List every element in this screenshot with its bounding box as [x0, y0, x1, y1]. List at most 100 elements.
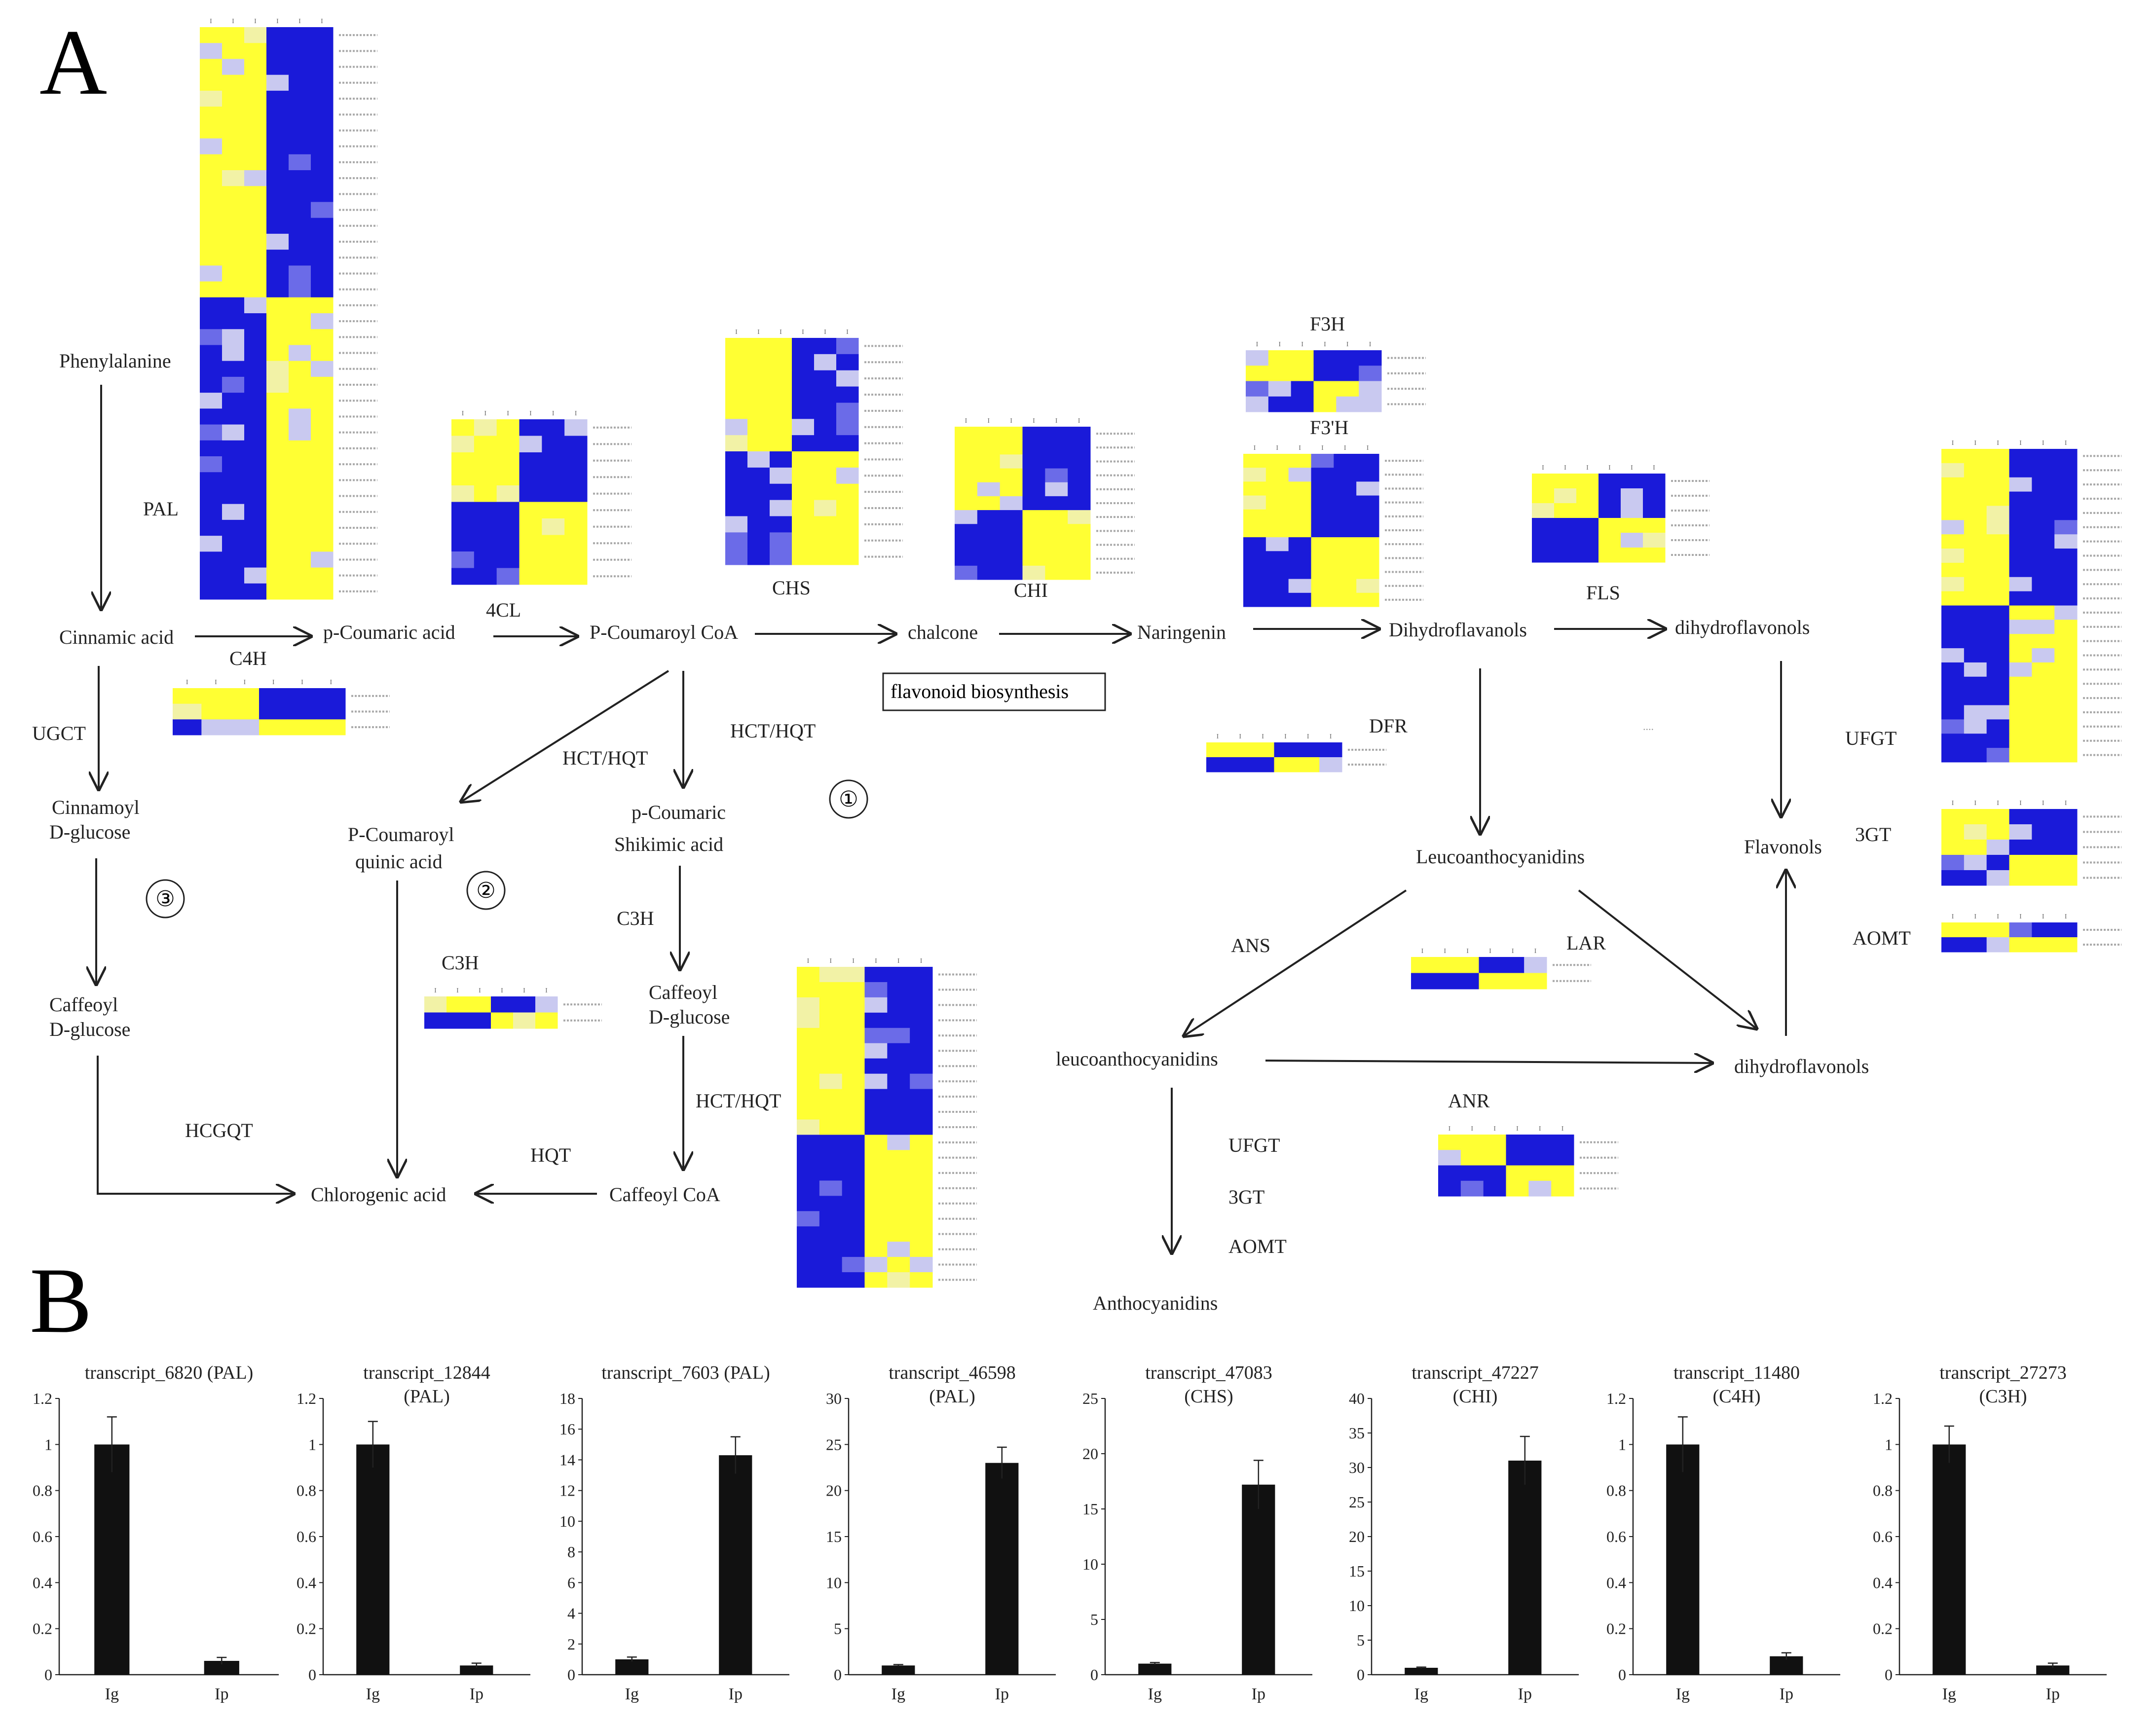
- heatmap-cell: [266, 90, 289, 107]
- heatmap-cell: [864, 1165, 888, 1181]
- heatmap-cell: [887, 1272, 910, 1288]
- heatmap-cell: [2054, 520, 2078, 535]
- heatmap-cell: [200, 265, 223, 282]
- heatmap-cell: [1022, 538, 1045, 552]
- heatmap-cell: [725, 419, 748, 436]
- bar-chart-5: 0 5 10 15 20 25 transcript_47083 (CHS) Ig Ip: [1082, 1362, 1312, 1703]
- x-tick-label: Ip: [1252, 1685, 1265, 1703]
- heatmap-cell: [1964, 520, 1987, 535]
- heatmap-cell: [200, 456, 223, 473]
- heatmap-cell: [311, 488, 334, 505]
- heatmap-cell: [1941, 662, 1965, 677]
- heatmap-cell: [842, 1196, 865, 1211]
- enzyme-hct-hqt-3: HCT/HQT: [696, 1090, 781, 1112]
- heatmap-cell: [535, 996, 558, 1013]
- heatmap-cell: [842, 1089, 865, 1105]
- heatmap-cell: [201, 688, 231, 704]
- heatmap-cell: [1336, 366, 1359, 381]
- heatmap-cell: [474, 535, 497, 552]
- heatmap-col-label: I: [1055, 417, 1058, 425]
- heatmap-cell: [1000, 440, 1023, 455]
- heatmap-cell: [814, 435, 837, 452]
- heatmap-cell: [1964, 634, 1987, 649]
- heatmap-cell: [200, 138, 223, 155]
- heatmap-cell: [1274, 742, 1297, 758]
- heatmap-cell: [1288, 509, 1311, 524]
- heatmap-cell: [1334, 495, 1357, 510]
- heatmap-col-label: I: [1367, 444, 1369, 452]
- heatmap-cell: [797, 1180, 820, 1196]
- heatmap-cell: [977, 482, 1001, 497]
- heatmap-cell: [1964, 562, 1987, 578]
- y-tick-label: 0.6: [297, 1528, 316, 1545]
- heatmap-cell: [2009, 577, 2032, 592]
- heatmap-col-label: I: [1078, 417, 1080, 425]
- heatmap-cell: [1643, 518, 1666, 533]
- heatmap-cell: [2032, 719, 2055, 734]
- heatmap-cell: [222, 361, 245, 377]
- heatmap-cell: [887, 1012, 910, 1028]
- heatmap-cell: [1941, 562, 1965, 578]
- heatmap-cell: [797, 1012, 820, 1028]
- x-tick-label: Ig: [1414, 1685, 1428, 1703]
- heatmap-cell: [1265, 537, 1289, 551]
- heatmap-cell: [266, 376, 289, 393]
- heatmap-cell: [289, 393, 311, 409]
- heatmap-cell: [1551, 1180, 1574, 1197]
- heatmap-cell: [289, 122, 311, 139]
- heatmap-cell: [864, 1073, 888, 1090]
- node-chalcone: chalcone: [908, 621, 978, 643]
- heatmap-cell: [842, 1257, 865, 1273]
- heatmap-cell: [1334, 523, 1357, 538]
- heatmap-cell: [244, 218, 267, 234]
- heatmap-cell: [770, 370, 792, 387]
- heatmap-cell: [1206, 757, 1229, 772]
- x-tick-label: Ip: [729, 1685, 743, 1703]
- y-tick-label: 0.2: [1873, 1620, 1893, 1638]
- heatmap-cell: [1986, 662, 2009, 677]
- heatmap-cell: [747, 403, 770, 419]
- x-tick-label: Ig: [892, 1685, 905, 1703]
- heatmap-cell: [814, 500, 837, 516]
- heatmap-col-label: I: [2042, 800, 2044, 807]
- circle-1-label: ①: [839, 787, 858, 811]
- heatmap-cell: [1411, 973, 1434, 990]
- heatmap-cell: [316, 719, 346, 735]
- heatmap-cell: [910, 1104, 933, 1120]
- heatmap-cell: [797, 1043, 820, 1059]
- heatmap-cell: [266, 297, 289, 314]
- heatmap-cell: [1356, 509, 1379, 524]
- heatmap-col-label: I: [1653, 464, 1655, 472]
- heatmap-cell: [1986, 676, 2009, 692]
- heatmap-cell: [864, 1135, 888, 1150]
- heatmap-cell: [1986, 648, 2009, 663]
- chart-title: transcript_11480: [1673, 1362, 1800, 1383]
- heatmap-cell: [836, 354, 859, 371]
- heatmap-cell: [1022, 524, 1045, 538]
- heatmap-cell: [910, 1180, 933, 1196]
- heatmap-cell: [564, 551, 588, 568]
- heatmap-cell: [1022, 482, 1045, 497]
- heatmap-cell: [1554, 533, 1577, 548]
- heatmap-cell: [2009, 591, 2032, 606]
- y-tick-label: 14: [559, 1451, 575, 1468]
- circle-2: [466, 871, 506, 910]
- arrow-cafglu-chl: [97, 1056, 294, 1194]
- heatmap-cell: [513, 996, 536, 1013]
- heatmap-cell: [535, 1012, 558, 1029]
- enzyme-anr: ANR: [1448, 1090, 1490, 1112]
- heatmap-cell: [747, 435, 770, 452]
- heatmap-cell: [289, 90, 311, 107]
- heatmap-cell: [244, 345, 267, 362]
- heatmap-cell: [1045, 482, 1068, 497]
- heatmap-cell: [2032, 870, 2055, 886]
- heatmap-cell: [1334, 592, 1357, 607]
- heatmap-cell: [770, 451, 792, 468]
- heatmap-cell: [887, 1211, 910, 1227]
- heatmap-cell: [244, 107, 267, 123]
- heatmap-cell: [819, 1226, 843, 1242]
- heatmap-cell: [2009, 748, 2032, 763]
- heatmap-cell: [2054, 840, 2078, 855]
- heatmap-cell: [1941, 449, 1965, 464]
